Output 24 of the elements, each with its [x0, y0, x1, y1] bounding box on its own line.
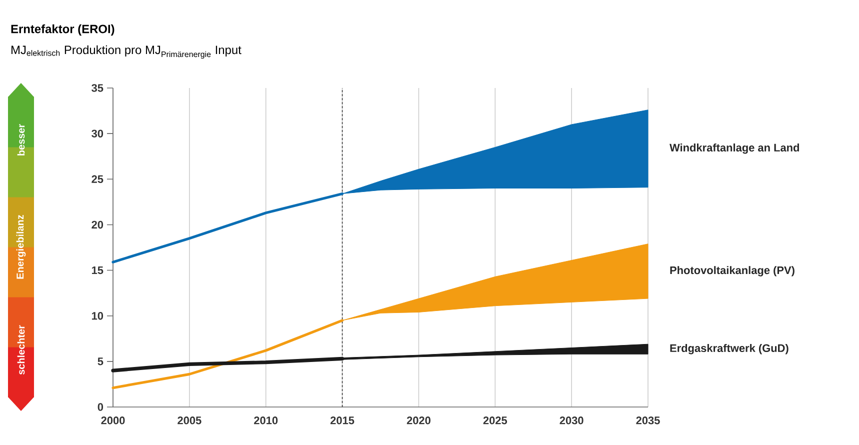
y-tick-label: 25: [92, 175, 104, 184]
text: Photovoltaikanlage (PV): [670, 266, 794, 276]
text: Windkraftanlage an Land: [670, 143, 800, 154]
text: besser: [17, 124, 25, 156]
x-tick-label: 2020: [406, 416, 430, 424]
y-tick-label: 15: [92, 266, 104, 274]
y-tick-label: 35: [92, 84, 104, 92]
y-tick-label: 20: [92, 220, 104, 229]
x-tick-label: 2030: [560, 416, 584, 424]
chart-subtitle: $\text{MJ}_{\text{elektrisch}}\text{ Produktion pro MJ}_{\text{Primärenergie}}\text{ Input}$: [12, 45, 242, 59]
chart-title: Erntefaktor (EROI): [11, 24, 114, 36]
x-tick-label: 2000: [101, 416, 125, 424]
y-tick-label: 5: [98, 358, 104, 366]
text: Energiebilanz: [16, 214, 26, 279]
x-tick-label: 2005: [178, 416, 202, 424]
y-tick-label: 10: [92, 312, 104, 320]
y-tick-label: 30: [92, 130, 104, 138]
text: schlechter: [17, 325, 25, 375]
x-tick-label: 2010: [254, 416, 278, 424]
x-tick-label: 2015: [330, 416, 354, 424]
text: Erdgaskraftwerk (GuD): [670, 344, 788, 354]
y-tick-label: 0: [98, 403, 104, 411]
x-tick-label: 2025: [483, 416, 508, 424]
x-tick-label: 2035: [636, 416, 660, 424]
